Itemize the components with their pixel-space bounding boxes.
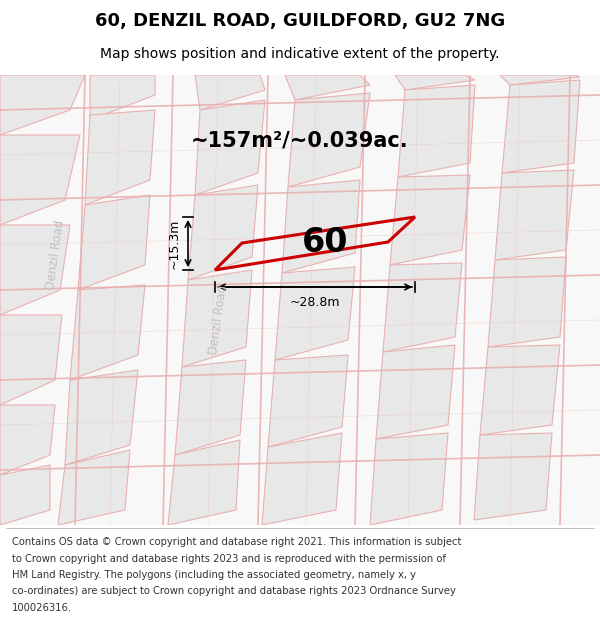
Polygon shape	[58, 450, 130, 525]
Polygon shape	[195, 100, 265, 195]
Polygon shape	[195, 75, 265, 110]
Polygon shape	[376, 345, 455, 439]
Polygon shape	[78, 195, 150, 290]
Polygon shape	[65, 370, 138, 465]
Polygon shape	[0, 75, 600, 525]
Polygon shape	[398, 85, 475, 177]
Text: Contains OS data © Crown copyright and database right 2021. This information is : Contains OS data © Crown copyright and d…	[12, 537, 461, 547]
Polygon shape	[0, 75, 85, 135]
Polygon shape	[383, 263, 462, 352]
Polygon shape	[70, 285, 145, 380]
Text: ~28.8m: ~28.8m	[290, 296, 340, 309]
Polygon shape	[168, 440, 240, 525]
Polygon shape	[0, 315, 62, 405]
Text: co-ordinates) are subject to Crown copyright and database rights 2023 Ordnance S: co-ordinates) are subject to Crown copyr…	[12, 586, 456, 596]
Text: HM Land Registry. The polygons (including the associated geometry, namely x, y: HM Land Registry. The polygons (includin…	[12, 570, 416, 580]
Polygon shape	[500, 75, 580, 85]
Text: Denzil Road: Denzil Road	[206, 284, 229, 356]
Polygon shape	[502, 80, 580, 173]
Text: 60: 60	[302, 226, 348, 259]
Polygon shape	[0, 405, 55, 475]
Polygon shape	[85, 110, 155, 205]
Polygon shape	[182, 270, 252, 367]
Polygon shape	[268, 355, 348, 447]
Polygon shape	[262, 433, 342, 525]
Polygon shape	[90, 75, 155, 120]
Text: Map shows position and indicative extent of the property.: Map shows position and indicative extent…	[100, 47, 500, 61]
Polygon shape	[0, 135, 80, 225]
Text: 60, DENZIL ROAD, GUILDFORD, GU2 7NG: 60, DENZIL ROAD, GUILDFORD, GU2 7NG	[95, 12, 505, 30]
Polygon shape	[0, 225, 70, 315]
Polygon shape	[282, 180, 360, 273]
Text: ~15.3m: ~15.3m	[167, 218, 181, 269]
Polygon shape	[0, 465, 50, 525]
Polygon shape	[390, 175, 470, 265]
Polygon shape	[275, 267, 355, 360]
Polygon shape	[175, 360, 246, 455]
Polygon shape	[495, 170, 574, 260]
Polygon shape	[480, 345, 560, 435]
Polygon shape	[474, 433, 552, 520]
Text: ~157m²/~0.039ac.: ~157m²/~0.039ac.	[191, 130, 409, 150]
Polygon shape	[188, 185, 258, 280]
Text: Denzil Road: Denzil Road	[44, 219, 67, 291]
Polygon shape	[488, 257, 566, 347]
Polygon shape	[370, 433, 448, 525]
Polygon shape	[395, 75, 475, 90]
Polygon shape	[288, 93, 370, 187]
Text: 100026316.: 100026316.	[12, 603, 72, 613]
Text: to Crown copyright and database rights 2023 and is reproduced with the permissio: to Crown copyright and database rights 2…	[12, 554, 446, 564]
Polygon shape	[285, 75, 370, 100]
